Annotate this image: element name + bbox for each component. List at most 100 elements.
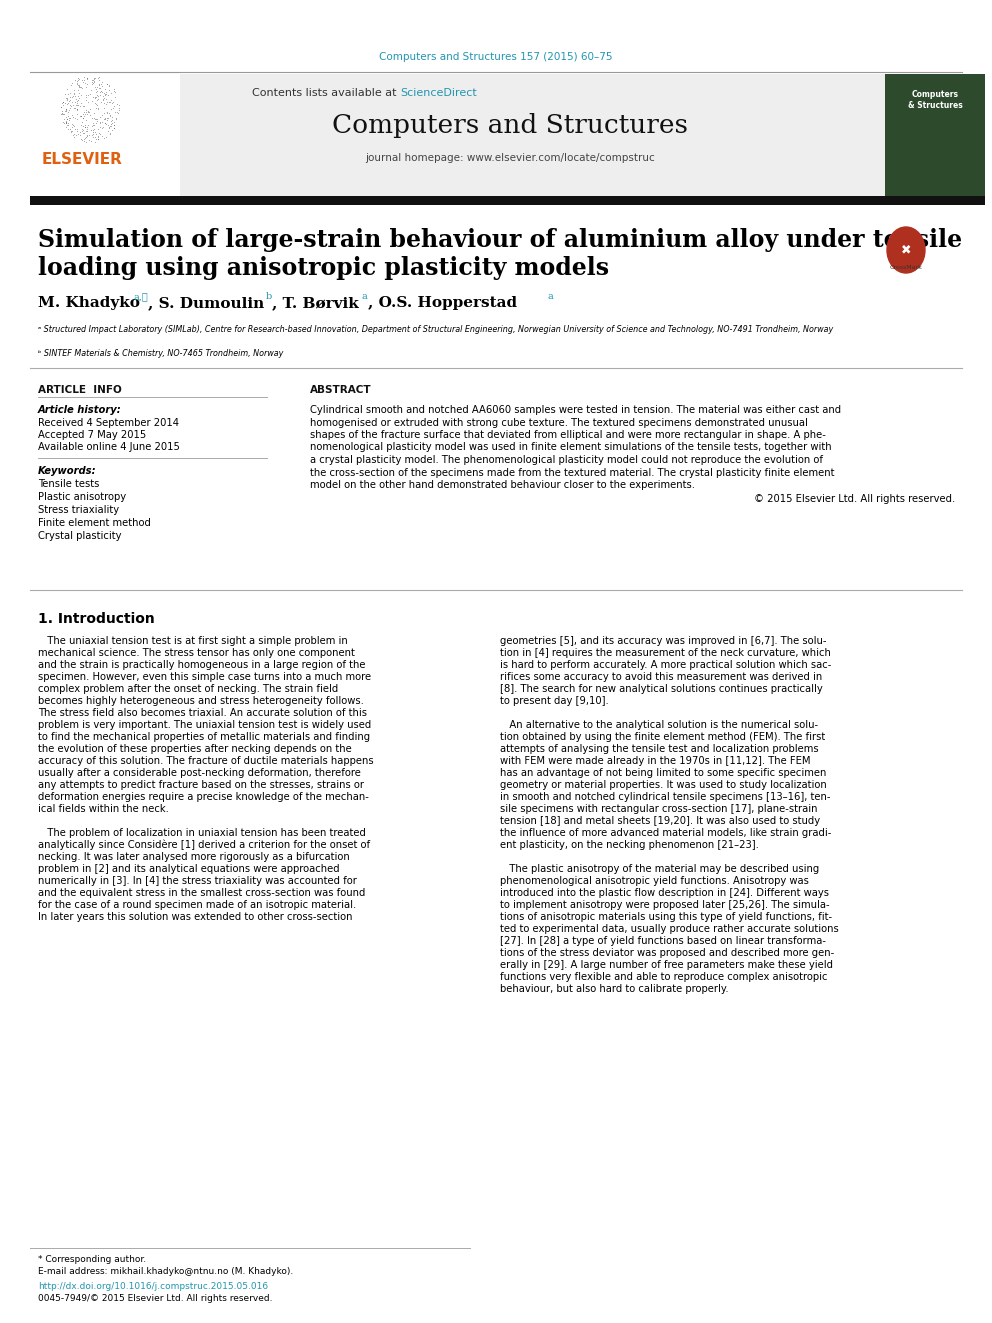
Text: tions of anisotropic materials using this type of yield functions, fit-: tions of anisotropic materials using thi… [500, 912, 832, 922]
Text: Available online 4 June 2015: Available online 4 June 2015 [38, 442, 180, 452]
Text: b: b [266, 292, 272, 302]
Text: specimen. However, even this simple case turns into a much more: specimen. However, even this simple case… [38, 672, 371, 681]
Bar [885, 74, 985, 196]
Text: ARTICLE  INFO: ARTICLE INFO [38, 385, 122, 396]
Text: ELSEVIER: ELSEVIER [42, 152, 123, 167]
Ellipse shape [887, 228, 925, 273]
Text: ent plasticity, on the necking phenomenon [21–23].: ent plasticity, on the necking phenomeno… [500, 840, 759, 849]
Text: usually after a considerable post-necking deformation, therefore: usually after a considerable post-neckin… [38, 767, 361, 778]
Text: Tensile tests: Tensile tests [38, 479, 99, 490]
Text: * Corresponding author.: * Corresponding author. [38, 1256, 146, 1263]
Text: Computers: Computers [912, 90, 958, 99]
Text: Contents lists available at: Contents lists available at [252, 89, 400, 98]
Text: In later years this solution was extended to other cross-section: In later years this solution was extende… [38, 912, 352, 922]
Text: tion in [4] requires the measurement of the neck curvature, which: tion in [4] requires the measurement of … [500, 648, 831, 658]
Text: [8]. The search for new analytical solutions continues practically: [8]. The search for new analytical solut… [500, 684, 822, 695]
Text: Plastic anisotropy: Plastic anisotropy [38, 492, 126, 501]
Text: http://dx.doi.org/10.1016/j.compstruc.2015.05.016: http://dx.doi.org/10.1016/j.compstruc.20… [38, 1282, 268, 1291]
Text: mechanical science. The stress tensor has only one component: mechanical science. The stress tensor ha… [38, 648, 355, 658]
Text: and the strain is practically homogeneous in a large region of the: and the strain is practically homogeneou… [38, 660, 365, 669]
Text: The plastic anisotropy of the material may be described using: The plastic anisotropy of the material m… [500, 864, 819, 875]
Bar [30, 74, 180, 196]
Text: introduced into the plastic flow description in [24]. Different ways: introduced into the plastic flow descrip… [500, 888, 829, 898]
Text: erally in [29]. A large number of free parameters make these yield: erally in [29]. A large number of free p… [500, 960, 833, 970]
Text: deformation energies require a precise knowledge of the mechan-: deformation energies require a precise k… [38, 792, 369, 802]
Text: geometry or material properties. It was used to study localization: geometry or material properties. It was … [500, 781, 826, 790]
Text: M. Khadyko: M. Khadyko [38, 296, 140, 310]
Text: , S. Dumoulin: , S. Dumoulin [148, 296, 264, 310]
Text: for the case of a round specimen made of an isotropic material.: for the case of a round specimen made of… [38, 900, 356, 910]
Text: Article history:: Article history: [38, 405, 122, 415]
Text: Computers and Structures: Computers and Structures [332, 112, 688, 138]
Text: in smooth and notched cylindrical tensile specimens [13–16], ten-: in smooth and notched cylindrical tensil… [500, 792, 830, 802]
Bar [30, 196, 985, 205]
Text: homogenised or extruded with strong cube texture. The textured specimens demonst: homogenised or extruded with strong cube… [310, 418, 807, 427]
Text: any attempts to predict fracture based on the stresses, strains or: any attempts to predict fracture based o… [38, 781, 364, 790]
Text: phenomenological anisotropic yield functions. Anisotropy was: phenomenological anisotropic yield funct… [500, 876, 808, 886]
Text: numerically in [3]. In [4] the stress triaxiality was accounted for: numerically in [3]. In [4] the stress tr… [38, 876, 357, 886]
Text: & Structures: & Structures [908, 101, 962, 110]
Text: , O.S. Hopperstad: , O.S. Hopperstad [368, 296, 517, 310]
Text: nomenological plasticity model was used in finite element simulations of the ten: nomenological plasticity model was used … [310, 442, 831, 452]
Text: , T. Børvik: , T. Børvik [272, 296, 359, 310]
Text: a crystal plasticity model. The phenomenological plasticity model could not repr: a crystal plasticity model. The phenomen… [310, 455, 823, 464]
Text: complex problem after the onset of necking. The strain field: complex problem after the onset of necki… [38, 684, 338, 695]
Text: ical fields within the neck.: ical fields within the neck. [38, 804, 169, 814]
Text: The stress field also becomes triaxial. An accurate solution of this: The stress field also becomes triaxial. … [38, 708, 367, 718]
Text: problem in [2] and its analytical equations were approached: problem in [2] and its analytical equati… [38, 864, 339, 875]
Text: with FEM were made already in the 1970s in [11,12]. The FEM: with FEM were made already in the 1970s … [500, 755, 810, 766]
Text: Finite element method: Finite element method [38, 519, 151, 528]
Text: ted to experimental data, usually produce rather accurate solutions: ted to experimental data, usually produc… [500, 923, 839, 934]
Text: © 2015 Elsevier Ltd. All rights reserved.: © 2015 Elsevier Ltd. All rights reserved… [754, 495, 955, 504]
Text: Computers and Structures 157 (2015) 60–75: Computers and Structures 157 (2015) 60–7… [379, 52, 613, 62]
Text: ✖: ✖ [901, 243, 912, 257]
Text: analytically since Considère [1] derived a criterion for the onset of: analytically since Considère [1] derived… [38, 840, 370, 851]
Text: tions of the stress deviator was proposed and described more gen-: tions of the stress deviator was propose… [500, 949, 834, 958]
Text: Simulation of large-strain behaviour of aluminium alloy under tensile: Simulation of large-strain behaviour of … [38, 228, 962, 251]
Text: necking. It was later analysed more rigorously as a bifurcation: necking. It was later analysed more rigo… [38, 852, 350, 863]
Text: behaviour, but also hard to calibrate properly.: behaviour, but also hard to calibrate pr… [500, 984, 729, 994]
Text: 0045-7949/© 2015 Elsevier Ltd. All rights reserved.: 0045-7949/© 2015 Elsevier Ltd. All right… [38, 1294, 273, 1303]
Text: and the equivalent stress in the smallest cross-section was found: and the equivalent stress in the smalles… [38, 888, 365, 898]
Text: to present day [9,10].: to present day [9,10]. [500, 696, 609, 706]
Text: Received 4 September 2014: Received 4 September 2014 [38, 418, 179, 429]
Text: 1. Introduction: 1. Introduction [38, 613, 155, 626]
Text: shapes of the fracture surface that deviated from elliptical and were more recta: shapes of the fracture surface that devi… [310, 430, 826, 441]
Text: Keywords:: Keywords: [38, 466, 96, 476]
Text: model on the other hand demonstrated behaviour closer to the experiments.: model on the other hand demonstrated beh… [310, 480, 695, 490]
Text: rifices some accuracy to avoid this measurement was derived in: rifices some accuracy to avoid this meas… [500, 672, 822, 681]
Text: Stress triaxiality: Stress triaxiality [38, 505, 119, 515]
Bar [30, 74, 885, 196]
Text: geometries [5], and its accuracy was improved in [6,7]. The solu-: geometries [5], and its accuracy was imp… [500, 636, 826, 646]
Text: a: a [362, 292, 368, 302]
Text: functions very flexible and able to reproduce complex anisotropic: functions very flexible and able to repr… [500, 972, 827, 982]
Text: to implement anisotropy were proposed later [25,26]. The simula-: to implement anisotropy were proposed la… [500, 900, 829, 910]
Text: is hard to perform accurately. A more practical solution which sac-: is hard to perform accurately. A more pr… [500, 660, 831, 669]
Text: ABSTRACT: ABSTRACT [310, 385, 372, 396]
Text: loading using anisotropic plasticity models: loading using anisotropic plasticity mod… [38, 255, 609, 280]
Text: ᵇ SINTEF Materials & Chemistry, NO-7465 Trondheim, Norway: ᵇ SINTEF Materials & Chemistry, NO-7465 … [38, 349, 284, 359]
Text: sile specimens with rectangular cross-section [17], plane-strain: sile specimens with rectangular cross-se… [500, 804, 817, 814]
Text: CrossMark: CrossMark [890, 265, 923, 270]
Text: becomes highly heterogeneous and stress heterogeneity follows.: becomes highly heterogeneous and stress … [38, 696, 364, 706]
Text: E-mail address: mikhail.khadyko@ntnu.no (M. Khadyko).: E-mail address: mikhail.khadyko@ntnu.no … [38, 1267, 294, 1275]
Text: the evolution of these properties after necking depends on the: the evolution of these properties after … [38, 744, 352, 754]
Text: ᵃ Structured Impact Laboratory (SIMLab), Centre for Research-based Innovation, D: ᵃ Structured Impact Laboratory (SIMLab),… [38, 325, 833, 333]
Text: Crystal plasticity: Crystal plasticity [38, 531, 121, 541]
Text: a: a [548, 292, 554, 302]
Text: Accepted 7 May 2015: Accepted 7 May 2015 [38, 430, 146, 441]
Text: The uniaxial tension test is at first sight a simple problem in: The uniaxial tension test is at first si… [38, 636, 348, 646]
Text: tension [18] and metal sheets [19,20]. It was also used to study: tension [18] and metal sheets [19,20]. I… [500, 816, 820, 826]
Text: the cross-section of the specimens made from the textured material. The crystal : the cross-section of the specimens made … [310, 467, 834, 478]
Text: a,⋆: a,⋆ [133, 292, 148, 302]
Text: [27]. In [28] a type of yield functions based on linear transforma-: [27]. In [28] a type of yield functions … [500, 935, 826, 946]
Text: An alternative to the analytical solution is the numerical solu-: An alternative to the analytical solutio… [500, 720, 818, 730]
Text: attempts of analysing the tensile test and localization problems: attempts of analysing the tensile test a… [500, 744, 818, 754]
Text: has an advantage of not being limited to some specific specimen: has an advantage of not being limited to… [500, 767, 826, 778]
Text: The problem of localization in uniaxial tension has been treated: The problem of localization in uniaxial … [38, 828, 366, 837]
Text: tion obtained by using the finite element method (FEM). The first: tion obtained by using the finite elemen… [500, 732, 825, 742]
Text: Cylindrical smooth and notched AA6060 samples were tested in tension. The materi: Cylindrical smooth and notched AA6060 sa… [310, 405, 841, 415]
Text: accuracy of this solution. The fracture of ductile materials happens: accuracy of this solution. The fracture … [38, 755, 374, 766]
Text: problem is very important. The uniaxial tension test is widely used: problem is very important. The uniaxial … [38, 720, 371, 730]
Text: journal homepage: www.elsevier.com/locate/compstruc: journal homepage: www.elsevier.com/locat… [365, 153, 655, 163]
